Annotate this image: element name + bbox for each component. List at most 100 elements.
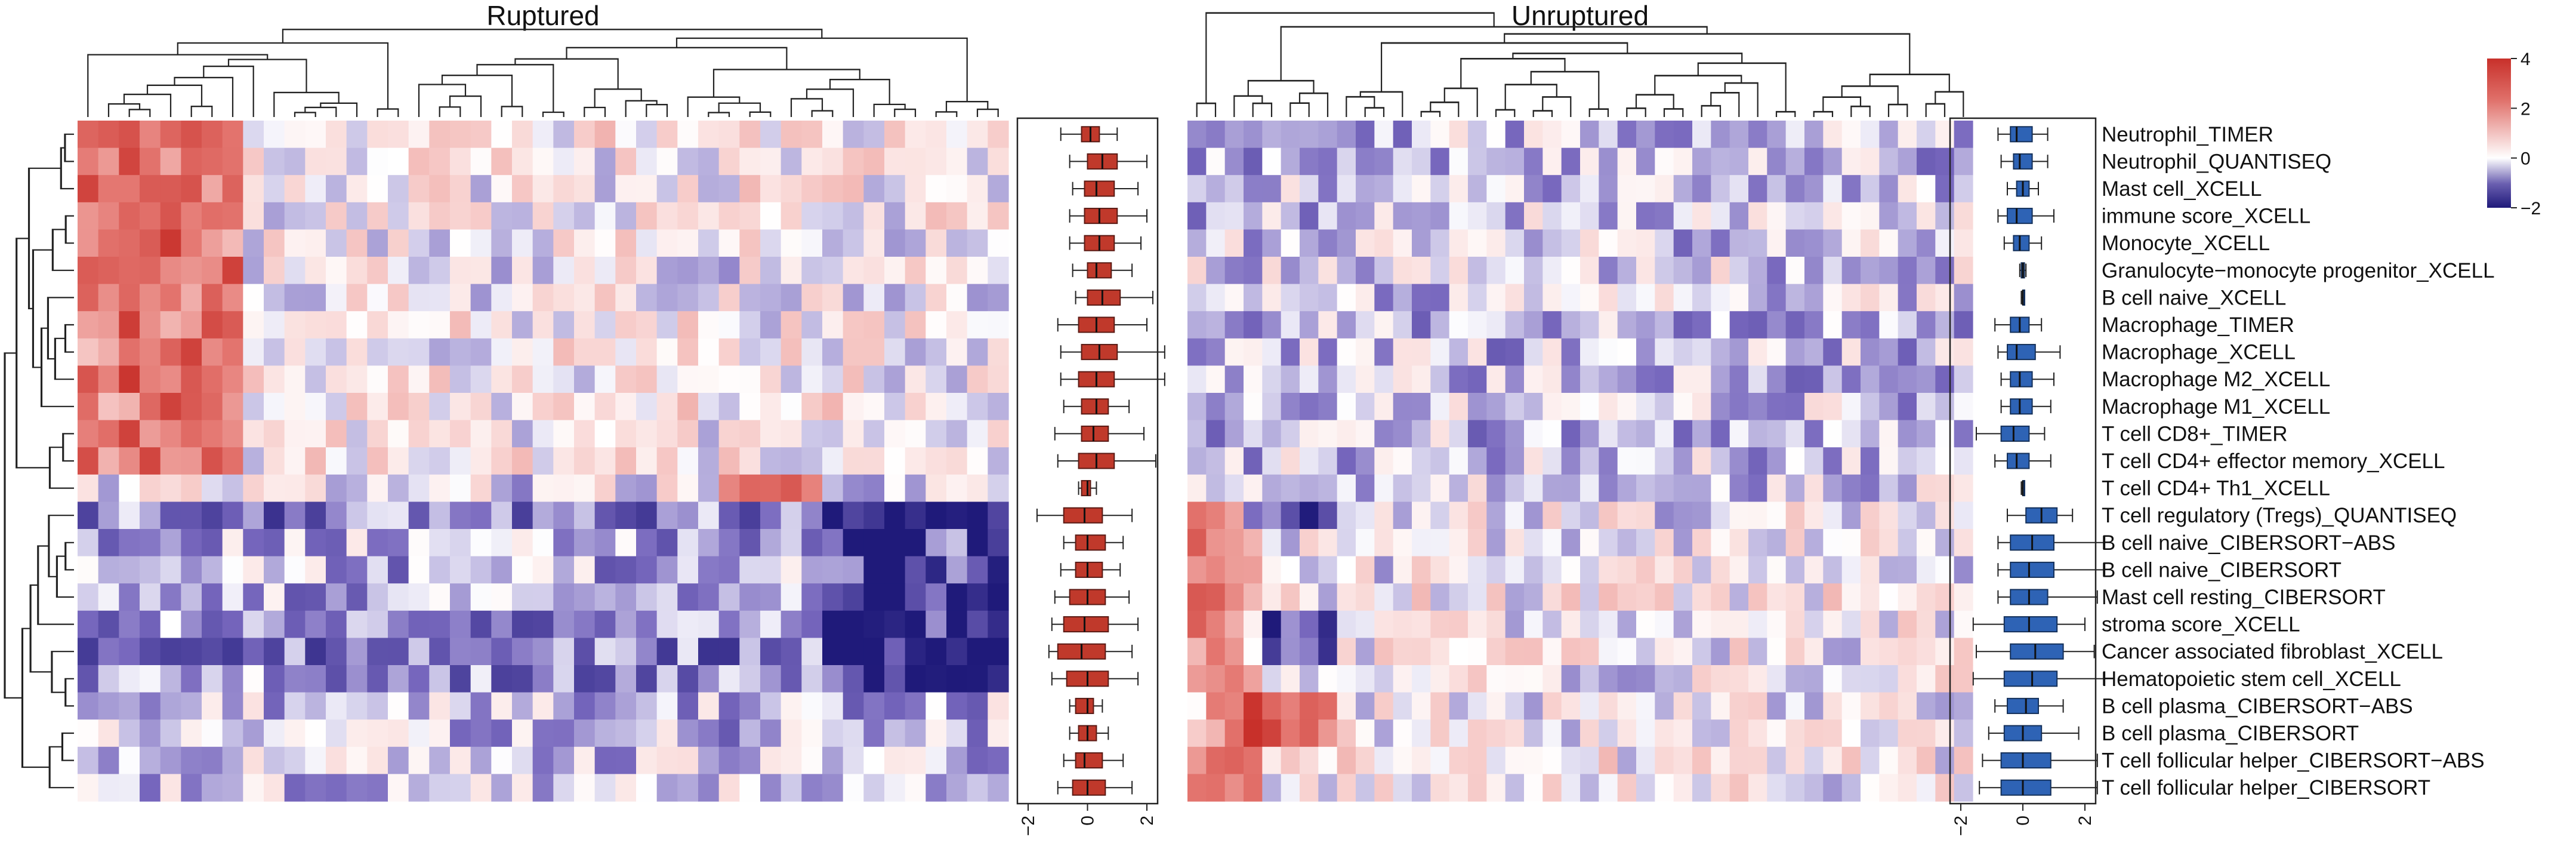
heatmap-cell [1206,719,1226,748]
heatmap-cell [1412,284,1431,312]
heatmap-cell [1785,338,1805,366]
heatmap-cell [1580,420,1599,448]
heatmap-cell [1748,229,1767,257]
dendrogram-branch [32,249,53,368]
heatmap-cell [1468,502,1487,530]
heatmap-cell [1542,474,1562,502]
heatmap-cell [1711,147,1730,176]
heatmap-cell [863,447,885,475]
heatmap-cell [243,719,264,748]
heatmap-cell [946,393,968,421]
heatmap-cell [1337,665,1356,693]
heatmap-cell [243,447,264,475]
heatmap-cell [1430,692,1450,720]
heatmap-cell [1486,692,1506,720]
heatmap-cell [1767,719,1787,748]
heatmap-cell [1486,284,1506,312]
heatmap-cell [1412,365,1431,393]
heatmap-cell [1729,229,1749,257]
heatmap-cell [1729,610,1749,638]
heatmap-cell [1393,175,1412,203]
heatmap-cell [1748,202,1767,230]
heatmap-cell [615,638,637,666]
heatmap-cell [1337,610,1356,638]
heatmap-cell [946,529,968,557]
heatmap-cell [1935,202,1955,230]
heatmap-cell [656,365,678,393]
heatmap-cell [553,147,575,176]
heatmap-cell [1879,284,1899,312]
heatmap-cell [1617,284,1637,312]
heatmap-cell [905,338,926,366]
heatmap-cell [801,393,823,421]
heatmap-cell [1898,692,1917,720]
heatmap-cell [1823,393,1843,421]
heatmap-cell [698,447,720,475]
heatmap-cell [346,311,368,339]
heatmap-cell [1711,610,1730,638]
dendrogram-branch [1775,110,1796,118]
heatmap-cell [1244,311,1263,339]
heatmap-cell [140,556,161,584]
heatmap-cell [284,474,306,502]
heatmap-cell [1356,502,1375,530]
heatmap-cell [615,202,637,230]
boxplot-box [1063,616,1109,633]
heatmap-cell [1599,420,1618,448]
heatmap-cell [243,529,264,557]
heatmap-cell [222,365,243,393]
heatmap-cell [1599,556,1618,584]
heatmap-cell [160,147,181,176]
heatmap-cell [284,746,306,774]
heatmap-cell [1599,229,1618,257]
heatmap-cell [119,583,140,611]
heatmap-cell [1356,365,1375,393]
heatmap-cell [553,175,575,203]
heatmap-cell [698,474,720,502]
heatmap-cell [1374,202,1394,230]
heatmap-cell [346,529,368,557]
heatmap-cell [718,583,740,611]
heatmap-cell [98,229,119,257]
heatmap-cell [1318,257,1338,285]
heatmap-cell [988,719,1009,748]
heatmap-cell [202,365,223,393]
heatmap-cell [264,583,285,611]
heatmap-cell [532,774,554,802]
heatmap-cell [1561,447,1581,475]
heatmap-cell [1262,393,1282,421]
heatmap-cell [1449,447,1469,475]
heatmap-cell [760,175,782,203]
heatmap-cell [1804,774,1824,802]
panel-title-unruptured: Unruptured [1511,0,1649,31]
heatmap-cell [1244,638,1263,666]
heatmap-cell [160,556,181,584]
heatmap-cell [594,175,616,203]
boxplot-panel-unruptured: −2 0 2 [1949,117,2105,836]
heatmap-cell [1542,610,1562,638]
heatmap-cell [1337,121,1356,149]
heatmap-cell [1486,529,1506,557]
heatmap-cell [1561,665,1581,693]
heatmap-cell [1412,393,1431,421]
heatmap-cell [1561,692,1581,720]
heatmap-cell [1804,121,1824,149]
heatmap-cell [1187,311,1207,339]
heatmap-cell [1617,774,1637,802]
heatmap-cell [1356,284,1375,312]
heatmap-cell [863,556,885,584]
heatmap-cell [1599,502,1618,530]
heatmap-cell [1524,610,1543,638]
heatmap-cell [305,774,326,802]
heatmap-cell [367,311,388,339]
heatmap-cell [202,774,223,802]
heatmap-cell [429,529,451,557]
heatmap-cell [1898,447,1917,475]
heatmap-cell [429,583,451,611]
heatmap-cell [1954,284,1973,312]
dendrogram-branch [811,110,834,117]
heatmap-cell [925,121,947,149]
heatmap-cell [1711,365,1730,393]
heatmap-cell [1935,393,1955,421]
heatmap-cell [1898,338,1917,366]
